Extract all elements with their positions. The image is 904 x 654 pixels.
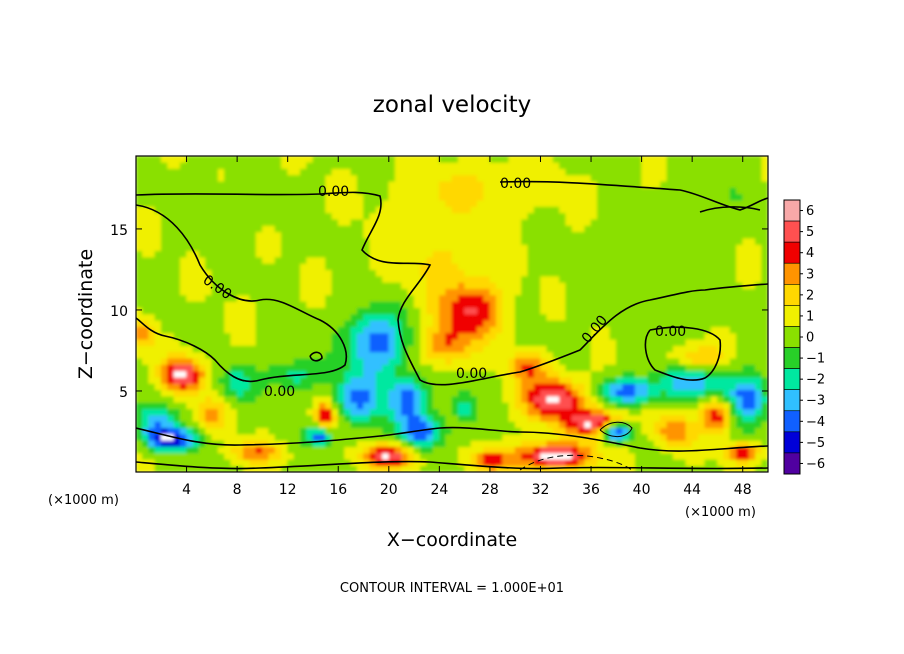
plot-frame bbox=[135, 155, 769, 473]
colorbar-swatch bbox=[783, 199, 801, 222]
contour-label: 0.00 bbox=[655, 324, 686, 340]
colorbar-swatch bbox=[783, 452, 801, 475]
colorbar-label: 0 bbox=[806, 331, 814, 346]
x-tick-label: 36 bbox=[582, 482, 600, 498]
x-tick-label: 8 bbox=[233, 482, 242, 498]
contour-line bbox=[136, 460, 768, 470]
contour-line bbox=[309, 351, 323, 362]
colorbar-swatch bbox=[783, 241, 801, 264]
x-axis-label: X−coordinate bbox=[387, 529, 517, 551]
contour-label: 0.00 bbox=[318, 184, 349, 200]
y-tick-label: 10 bbox=[110, 304, 128, 320]
contour-line bbox=[499, 180, 768, 211]
contour-label: 0.00 bbox=[264, 384, 295, 400]
x-axis-ticks: 4 8 12 16 20 24 28 32 36 40 44 48 bbox=[182, 156, 752, 498]
x-tick-label: 12 bbox=[279, 482, 297, 498]
colorbar-swatch bbox=[783, 305, 801, 327]
y-axis-label: Z−coordinate bbox=[75, 249, 97, 379]
colorbar-label: −1 bbox=[806, 352, 825, 367]
x-unit-right: (×1000 m) bbox=[685, 505, 756, 520]
zero-contours bbox=[136, 180, 768, 472]
colorbar-swatch bbox=[783, 347, 801, 369]
colorbar-swatch bbox=[783, 262, 801, 285]
contour-line bbox=[519, 454, 635, 472]
colorbar-label: 6 bbox=[806, 204, 814, 219]
velocity-field bbox=[136, 156, 768, 472]
x-tick-label: 20 bbox=[380, 482, 398, 498]
colorbar-label: 4 bbox=[806, 246, 814, 261]
colorbar-swatch bbox=[783, 220, 801, 243]
contour-line bbox=[644, 326, 722, 381]
y-axis-ticks: 5 10 15 bbox=[110, 223, 768, 401]
contour-line bbox=[136, 204, 347, 383]
colorbar-label: −3 bbox=[806, 394, 825, 409]
colorbar-label: −2 bbox=[806, 373, 825, 388]
colorbar-label: 1 bbox=[806, 309, 814, 324]
x-tick-label: 32 bbox=[532, 482, 550, 498]
colorbar-label: 3 bbox=[806, 267, 814, 282]
contour-line bbox=[136, 426, 768, 452]
x-tick-label: 48 bbox=[734, 482, 752, 498]
colorbar-label: −4 bbox=[806, 415, 825, 430]
colorbar-swatch bbox=[783, 284, 801, 306]
x-tick-label: 28 bbox=[481, 482, 499, 498]
x-unit-left: (×1000 m) bbox=[48, 493, 119, 508]
colorbar-swatch bbox=[783, 326, 801, 348]
y-tick-label: 15 bbox=[110, 223, 128, 239]
chart-title: zonal velocity bbox=[373, 92, 531, 118]
colorbar-swatch bbox=[783, 431, 801, 454]
colorbar-label: 5 bbox=[806, 225, 814, 240]
x-tick-label: 16 bbox=[329, 482, 347, 498]
contour-interval-note: CONTOUR INTERVAL = 1.000E+01 bbox=[340, 581, 564, 596]
x-tick-label: 40 bbox=[633, 482, 651, 498]
colorbar-label: −6 bbox=[806, 457, 825, 472]
contour-line bbox=[136, 191, 768, 386]
x-tick-label: 44 bbox=[683, 482, 701, 498]
x-tick-label: 4 bbox=[182, 482, 191, 498]
contour-label: 0.00 bbox=[500, 176, 531, 192]
contour-line bbox=[599, 421, 633, 437]
colorbar-label: −5 bbox=[806, 436, 825, 451]
colorbar-label: 2 bbox=[806, 288, 814, 303]
colorbar: 6 5 4 3 2 1 0 −1 −2 −3 −4 −5 −6 bbox=[783, 199, 825, 475]
colorbar-swatch bbox=[783, 368, 801, 390]
x-tick-label: 24 bbox=[430, 482, 448, 498]
colorbar-swatch bbox=[783, 389, 801, 412]
colorbar-swatch bbox=[783, 410, 801, 433]
y-tick-label: 5 bbox=[119, 385, 128, 401]
contour-label: 0.00 bbox=[456, 366, 487, 382]
contour-line bbox=[699, 206, 761, 213]
